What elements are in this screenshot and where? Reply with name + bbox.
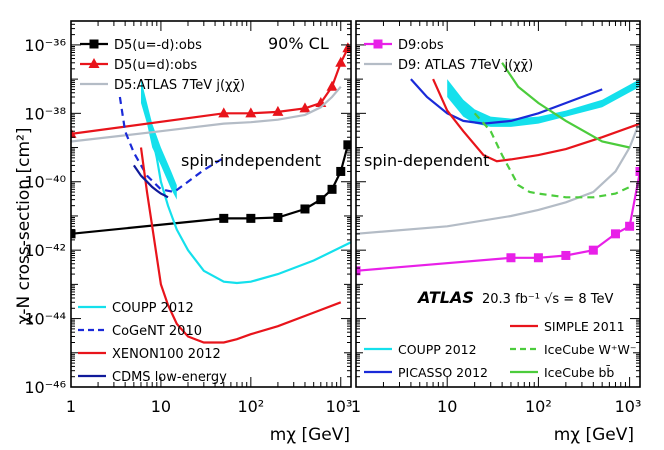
series-line-xenon100-2012-left: [139, 147, 342, 344]
series-line-icecube-bb-right: [501, 62, 630, 149]
legend-left-top-1-label: D5(u=d):obs: [114, 58, 197, 73]
marker-d5-u-d-obs-1: [218, 107, 230, 118]
legends: D5(u=-d):obs D5(u=d):obs D5:ATLAS 7TeV j(χ…: [78, 38, 636, 385]
legend-left-top-0-marker: [89, 39, 99, 49]
series-line-icecube-w-w-right: [473, 112, 631, 199]
marker-d5-u-d-obs-1: [219, 213, 229, 223]
y-tick-label-46: 10⁻⁴⁶: [24, 378, 66, 397]
marker-d9-obs-6: [625, 221, 635, 231]
y-tick-label-44: 10⁻⁴⁴: [24, 310, 66, 329]
spin-dependent-annotation: spin-dependent: [364, 151, 489, 170]
x-tick-label-left-10: 10³: [326, 397, 353, 416]
marker-d9-obs-4: [588, 245, 598, 255]
marker-d5-u-d-obs-7: [335, 56, 347, 67]
marker-d9-obs-2: [533, 253, 543, 263]
marker-d5-u-d-obs-5: [316, 195, 326, 205]
axis-ticks: [70, 20, 640, 388]
marker-d5-u-d-obs-3: [272, 105, 284, 116]
spin-independent-annotation: spin-independent: [181, 151, 321, 170]
series-line-d9-obs-right: [356, 171, 640, 272]
legend-left-bottom-2-label: XENON100 2012: [112, 347, 221, 362]
series-line-coupp-2012-left: [151, 136, 351, 285]
legend-left-top-2-label: D5:ATLAS 7TeV j(χχ̄): [114, 78, 245, 93]
y-axis-title: χ-N cross-section [cm²]: [14, 128, 34, 325]
legend-left-bottom-1-label: CoGeNT 2010: [112, 324, 202, 339]
x-tick-label-left-10: 10²: [237, 397, 264, 416]
marker-d5-u-d-obs-4: [300, 204, 310, 214]
series-line-d9-atlas-7tev-j-right: [356, 120, 640, 235]
series-line-cdms-low-energy-left: [132, 164, 169, 199]
legend-right-bottom-1-label: PICASSO 2012: [398, 365, 488, 380]
left-panel-data: [71, 42, 351, 344]
marker-d5-u-d-obs-2: [245, 107, 257, 118]
right-panel-data: [356, 62, 640, 276]
x-tick-label-right-10: 10²: [525, 397, 552, 416]
marker-d5-u-d-obs-0: [71, 127, 77, 138]
x-tick-label-left-1: 1: [66, 397, 76, 416]
legend-right-bottom-2-label: SIMPLE 2011: [544, 319, 625, 334]
legend-left-bottom-0-label: COUPP 2012: [112, 301, 194, 316]
marker-d9-obs-5: [610, 229, 620, 239]
y-tick-label-40: 10⁻⁴⁰: [24, 173, 66, 192]
legend-right-bottom-3-label: IceCube W⁺W⁻: [544, 342, 636, 357]
marker-d9-obs-1: [506, 253, 516, 263]
x-tick-label-left-10: 10: [151, 397, 171, 416]
legend-left-top-0-label: D5(u=-d):obs: [114, 38, 202, 53]
cl-annotation: 90% CL: [268, 34, 329, 53]
marker-d5-u-d-obs-2: [246, 213, 256, 223]
x-axis-title-left: mχ [GeV]: [270, 425, 350, 445]
marker-d5-u-d-obs-3: [273, 213, 283, 223]
y-tick-label-38: 10⁻³⁸: [24, 104, 66, 123]
marker-d5-u-d-obs-6: [327, 184, 337, 194]
marker-d5-u-d-obs-7: [336, 166, 346, 176]
marker-d5-u-d-obs-6: [326, 80, 338, 91]
marker-d5-u-d-obs-4: [299, 102, 311, 113]
y-tick-label-36: 10⁻³⁶: [24, 36, 66, 55]
x-tick-label-right-10: 10: [437, 397, 457, 416]
x-tick-label-right-1: 1: [351, 397, 361, 416]
marker-d5-u-d-obs-8: [343, 140, 351, 150]
right-panel-frame: [355, 20, 641, 388]
legend-right-top-0-marker: [373, 39, 383, 49]
legend-left-top-1-marker: [88, 58, 100, 68]
series-line-picasso-2012-right: [410, 78, 603, 125]
y-tick-label-42: 10⁻⁴²: [24, 241, 66, 260]
band-coupp-2012-right: [447, 79, 640, 127]
atlas-label: ATLAS: [416, 288, 474, 307]
series-line-cogent-2010-left: [118, 96, 225, 194]
series-line-d5-atlas-7tev-j-left: [71, 85, 342, 143]
legend-right-bottom-4-label: IceCube bb̄: [544, 365, 614, 380]
marker-d9-obs-0: [356, 266, 361, 276]
x-tick-label-right-10: 10³: [615, 397, 642, 416]
series-line-simple-2011-right: [432, 78, 640, 163]
x-axis-title-right: mχ [GeV]: [554, 425, 634, 445]
left-panel-frame: [70, 20, 352, 388]
legend-left-bottom-3-label: CDMS low-energy: [112, 370, 227, 385]
marker-d9-obs-3: [561, 250, 571, 260]
band-coupp-2012-left: [141, 79, 177, 200]
luminosity-energy-label: 20.3 fb⁻¹ √s = 8 TeV: [482, 292, 613, 307]
legend-right-top-1-label: D9: ATLAS 7TeV j(χχ̄): [398, 58, 533, 73]
legend-right-top-0-label: D9:obs: [398, 38, 444, 53]
legend-right-bottom-0-label: COUPP 2012: [398, 342, 477, 357]
